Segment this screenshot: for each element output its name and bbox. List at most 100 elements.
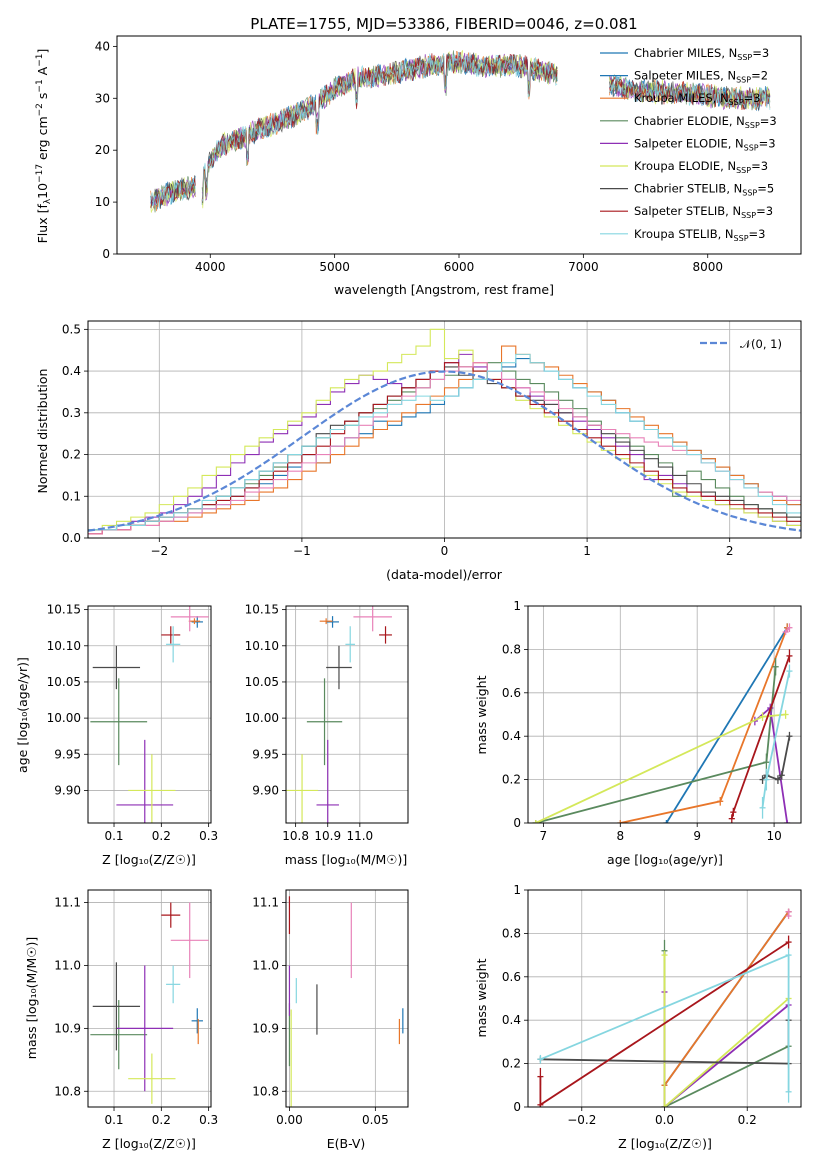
- spectrum-x-label: wavelength [Angstrom, rest frame]: [334, 282, 554, 297]
- series-line: [663, 950, 789, 1107]
- mass-vs-age-plot-area: 10.8 10.9 11.0 9.90 9.95 10.00 10.05 10.10 10.15: [245, 603, 409, 843]
- axes-frame: [527, 889, 802, 1108]
- clipped-content: [286, 606, 392, 823]
- y-tick-label: 10.00: [47, 711, 81, 725]
- y-tick-label: 11.1: [54, 896, 81, 910]
- y-tick-label: 0.2: [502, 1057, 521, 1071]
- y-tick-label: 0.8: [502, 642, 521, 656]
- y-tick-label: 9.95: [54, 747, 81, 761]
- z-vs-weight-y-label: mass weight: [474, 958, 489, 1037]
- x-tick-label: 0.0: [655, 1113, 674, 1127]
- z-vs-age-x-label: Z [log₁₀(Z/Z☉)]: [102, 852, 196, 867]
- x-tick-label: 10: [766, 829, 781, 843]
- legend-label: Salpeter ELODIE, NSSP=3: [634, 136, 776, 152]
- y-tick-label: 0: [513, 816, 521, 830]
- x-tick-label: 0.1: [104, 1113, 123, 1127]
- axes-frame: [87, 605, 212, 824]
- x-tick-label: 0.3: [199, 829, 218, 843]
- clipped-content: [90, 902, 209, 1104]
- y-tick-label: 10.15: [47, 603, 81, 617]
- z-vs-weight-plot-area: −0.2 0.0 0.2 0 0.2 0.4 0.6 0.8 1: [502, 883, 802, 1127]
- series-line: [665, 627, 788, 823]
- normal-curve: [88, 370, 801, 532]
- x-tick-label: 0: [441, 544, 449, 558]
- x-tick-label: 0.1: [104, 829, 123, 843]
- y-tick-label: 9.90: [54, 783, 81, 797]
- clipped-content: [537, 908, 792, 1107]
- legend-label: Salpeter STELIB, NSSP=3: [634, 204, 773, 220]
- y-tick-label: 0.6: [502, 686, 521, 700]
- axes-frame: [87, 889, 212, 1108]
- x-tick-label: 4000: [195, 260, 226, 274]
- y-tick-label: 10.8: [54, 1084, 81, 1098]
- histogram-step: [88, 353, 801, 531]
- age-vs-weight-x-label: age [log₁₀(age/yr)]: [607, 852, 723, 867]
- y-tick-label: 10.00: [245, 711, 279, 725]
- clipped-content: [532, 623, 793, 823]
- series-line: [663, 911, 790, 1086]
- spectrum-plot-area: 4000 5000 6000 7000 8000 0 10 20 30 40 Chabrier MI…: [95, 35, 802, 274]
- z-vs-mass-y-label: mass [log₁₀(M/M☉)]: [24, 937, 39, 1059]
- legend-label: Kroupa STELIB, NSSP=3: [634, 227, 765, 243]
- y-tick-label: 0.1: [62, 489, 81, 503]
- x-tick-label: 0.00: [276, 1113, 303, 1127]
- residual-plot-area: −2 −1 0 1 2 0.0 0.1 0.2 0.3 0.4 0.5 𝒩(0, 1): [62, 320, 802, 558]
- residual-y-label: Normed distribution: [35, 369, 50, 494]
- ebv-vs-mass-x-label: E(B-V): [327, 1136, 366, 1151]
- x-tick-label: 7: [540, 829, 548, 843]
- y-tick-label: 0.2: [62, 448, 81, 462]
- z-vs-weight-x-label: Z [log₁₀(Z/Z☉)]: [618, 1136, 712, 1151]
- x-tick-label: −2: [150, 544, 168, 558]
- x-tick-label: 8: [616, 829, 624, 843]
- y-tick-label: 10.10: [47, 639, 81, 653]
- x-tick-label: 11.0: [346, 829, 373, 843]
- y-tick-label: 1: [513, 883, 521, 897]
- clipped-content: [90, 606, 209, 823]
- clipped-content: [88, 328, 801, 535]
- axes-frame: [527, 605, 802, 824]
- histogram-step: [88, 362, 801, 535]
- spectrum-y-label: Flux [fλ10−17 erg cm−2 s−1 A−1]: [35, 49, 53, 244]
- ebv-vs-mass-plot-area: 0.00 0.05 10.8 10.9 11.0 11.1: [252, 889, 409, 1127]
- y-tick-label: 11.1: [252, 896, 279, 910]
- z-vs-age-plot-area: 0.1 0.2 0.3 9.90 9.95 10.00 10.05 10.10 10.15: [47, 603, 219, 843]
- legend-label: 𝒩(0, 1): [740, 337, 782, 351]
- z-vs-weight-panel: −0.2 0.0 0.2 0 0.2 0.4 0.6 0.8 1 Z [log₁₀(Z/Z☉)]…: [474, 883, 802, 1151]
- x-tick-label: 10.9: [314, 829, 341, 843]
- x-tick-label: 0.3: [199, 1113, 218, 1127]
- axes-frame: [87, 320, 802, 539]
- x-tick-label: 0.05: [362, 1113, 389, 1127]
- y-tick-label: 0.4: [62, 364, 81, 378]
- axes-frame: [116, 35, 802, 255]
- x-tick-label: 6000: [444, 260, 475, 274]
- z-vs-age-panel: 0.1 0.2 0.3 9.90 9.95 10.00 10.05 10.10 10.15 Z …: [15, 603, 219, 867]
- residual-x-label: (data-model)/error: [386, 567, 503, 582]
- y-tick-label: 0: [513, 1100, 521, 1114]
- age-vs-weight-plot-area: 7 8 9 10 0 0.2 0.4 0.6 0.8 1: [502, 599, 802, 843]
- y-tick-label: 0.5: [62, 322, 81, 336]
- legend-label: Chabrier STELIB, NSSP=5: [634, 182, 774, 198]
- x-tick-label: 10.8: [282, 829, 309, 843]
- axes-frame: [285, 889, 409, 1108]
- y-tick-label: 0.4: [502, 729, 521, 743]
- y-tick-label: 40: [95, 39, 110, 53]
- legend-label: Chabrier MILES, NSSP=3: [634, 46, 769, 62]
- x-tick-label: 2: [726, 544, 734, 558]
- mass-vs-age-panel: 10.8 10.9 11.0 9.90 9.95 10.00 10.05 10.10 10.15…: [245, 603, 409, 867]
- series-line: [663, 955, 790, 1107]
- legend-label: Kroupa ELODIE, NSSP=3: [634, 159, 768, 175]
- x-tick-label: 0.2: [152, 1113, 171, 1127]
- spectrum-line: [150, 52, 771, 209]
- z-vs-age-y-label: age [log₁₀(age/yr)]: [15, 657, 30, 773]
- y-tick-label: 9.90: [252, 783, 279, 797]
- y-tick-label: 10: [95, 195, 110, 209]
- y-tick-label: 0: [102, 247, 110, 261]
- age-vs-weight-y-label: mass weight: [474, 675, 489, 754]
- y-tick-label: 0.0: [62, 531, 81, 545]
- x-tick-label: −0.2: [567, 1113, 596, 1127]
- spectrum-title: PLATE=1755, MJD=53386, FIBERID=0046, z=0…: [250, 15, 637, 33]
- histogram-step: [88, 328, 801, 531]
- clipped-content: [288, 896, 404, 1107]
